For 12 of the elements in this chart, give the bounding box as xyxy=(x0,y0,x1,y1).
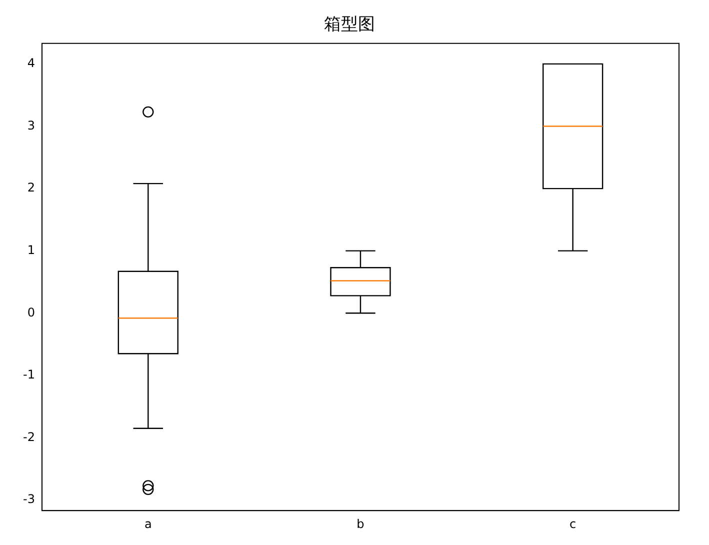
y-tick-label: -3 xyxy=(22,492,35,506)
chart-title: 箱型图 xyxy=(324,14,375,35)
y-tick-label: 2 xyxy=(27,180,35,195)
y-tick-label: -2 xyxy=(22,430,35,444)
x-tick-label: c xyxy=(570,516,576,531)
y-tick-label: -1 xyxy=(22,368,35,382)
y-tick-label: 1 xyxy=(27,242,35,257)
x-tick-label: b xyxy=(356,516,364,531)
x-tick-label: a xyxy=(144,516,152,531)
y-tick-label: 4 xyxy=(27,56,35,70)
y-tick-label: 0 xyxy=(27,305,35,320)
y-tick-label: 3 xyxy=(27,118,35,132)
